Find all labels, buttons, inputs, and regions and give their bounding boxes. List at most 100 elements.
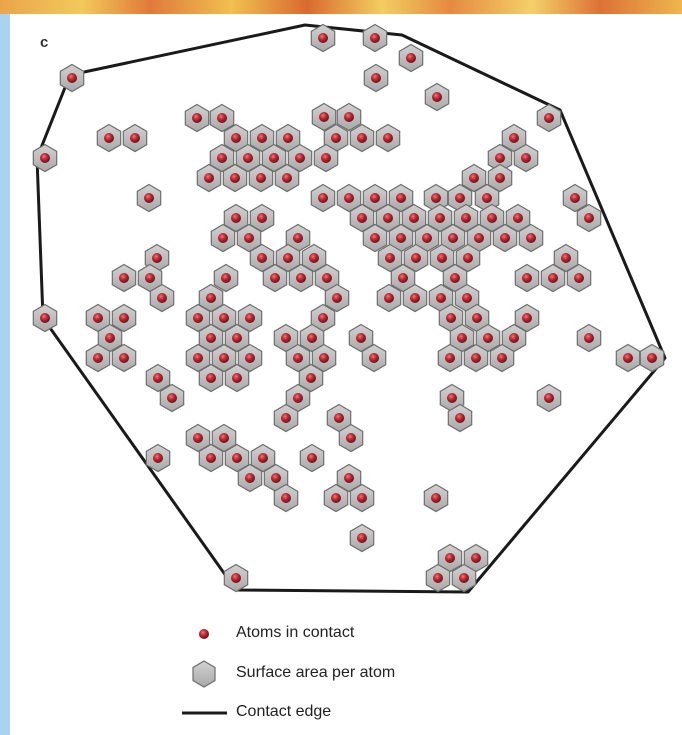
atom-dot	[231, 213, 241, 223]
atom-cell	[475, 323, 501, 353]
atom-cell	[273, 483, 299, 513]
atom-cell	[388, 183, 414, 213]
atom-cell	[376, 283, 402, 313]
atom-cell	[209, 103, 235, 133]
atom-dot	[544, 393, 554, 403]
atom-dot	[119, 273, 129, 283]
atom-cell	[489, 343, 515, 373]
atom-dot	[105, 333, 115, 343]
atom-cell	[429, 243, 455, 273]
atom-cell	[314, 263, 340, 293]
atom-cell	[401, 203, 427, 233]
atom-cell	[362, 23, 388, 53]
atom-dot	[256, 173, 266, 183]
atom-dot	[457, 333, 467, 343]
atom-dot	[356, 333, 366, 343]
atom-dot	[152, 253, 162, 263]
atom-cell	[235, 143, 261, 173]
atom-cell	[362, 183, 388, 213]
atom-dot	[459, 573, 469, 583]
atom-dot	[144, 193, 154, 203]
atom-dot	[357, 493, 367, 503]
atom-cell	[249, 243, 275, 273]
atom-cell	[349, 483, 375, 513]
atom-dot	[461, 213, 471, 223]
atom-dot	[369, 353, 379, 363]
atom-cell	[518, 223, 544, 253]
atom-cell	[362, 223, 388, 253]
atom-dot	[281, 493, 291, 503]
atom-dot	[334, 413, 344, 423]
atom-dot	[319, 353, 329, 363]
atom-cell	[111, 343, 137, 373]
atom-dot	[231, 573, 241, 583]
atom-cell	[237, 303, 263, 333]
atom-dot	[370, 33, 380, 43]
atom-dot	[318, 193, 328, 203]
atom-dot	[436, 293, 446, 303]
atom-cell	[536, 103, 562, 133]
atom-cell	[336, 102, 362, 132]
atom-dot	[270, 273, 280, 283]
atom-cell	[451, 563, 477, 593]
atom-dot	[331, 133, 341, 143]
atom-dot	[344, 193, 354, 203]
atom-cell	[492, 223, 518, 253]
atom-cell	[336, 463, 362, 493]
atom-dot	[193, 353, 203, 363]
atom-cell	[576, 323, 602, 353]
atom-cell	[466, 223, 492, 253]
atom-cell	[149, 283, 175, 313]
atom-dot	[383, 133, 393, 143]
atom-cell	[487, 163, 513, 193]
atom-cell	[487, 143, 513, 173]
atom-dot	[398, 273, 408, 283]
atom-cell	[211, 303, 237, 333]
atom-dot	[437, 253, 447, 263]
atom-dot	[318, 33, 328, 43]
atom-cell	[540, 263, 566, 293]
atom-cell	[198, 283, 224, 313]
atom-dot	[471, 353, 481, 363]
atom-cell	[285, 343, 311, 373]
atom-cell	[377, 243, 403, 273]
atom-dot	[521, 153, 531, 163]
atom-cell	[211, 423, 237, 453]
atom-cell	[454, 283, 480, 313]
legend-hexagon-symbol	[192, 660, 216, 688]
atom-cell	[136, 183, 162, 213]
atom-cell	[326, 403, 352, 433]
atom-dot	[243, 153, 253, 163]
atom-cell	[336, 183, 362, 213]
atom-dot	[522, 273, 532, 283]
atom-dot	[406, 53, 416, 63]
atom-cell	[361, 343, 387, 373]
atom-cell	[274, 163, 300, 193]
contact-edge-outline	[35, 23, 667, 594]
atom-dot	[410, 293, 420, 303]
top-color-strip	[0, 0, 682, 14]
atom-dot	[448, 233, 458, 243]
atom-dot	[217, 113, 227, 123]
atom-dot	[244, 233, 254, 243]
atom-dot	[245, 473, 255, 483]
atom-dot	[509, 133, 519, 143]
atom-dot	[409, 213, 419, 223]
atom-dot	[463, 253, 473, 263]
atom-cell	[505, 203, 531, 233]
atom-dot	[497, 353, 507, 363]
atom-cell	[224, 363, 250, 393]
atom-dot	[495, 153, 505, 163]
atom-dot	[257, 253, 267, 263]
atom-dot	[206, 373, 216, 383]
atom-dot	[495, 173, 505, 183]
atom-dot	[396, 233, 406, 243]
atom-dot	[383, 213, 393, 223]
atom-cell	[273, 403, 299, 433]
atom-dot	[67, 73, 77, 83]
atom-dot	[145, 273, 155, 283]
atom-cell	[424, 82, 450, 112]
atom-cell	[455, 243, 481, 273]
atom-cell	[275, 243, 301, 273]
atom-dot	[245, 313, 255, 323]
